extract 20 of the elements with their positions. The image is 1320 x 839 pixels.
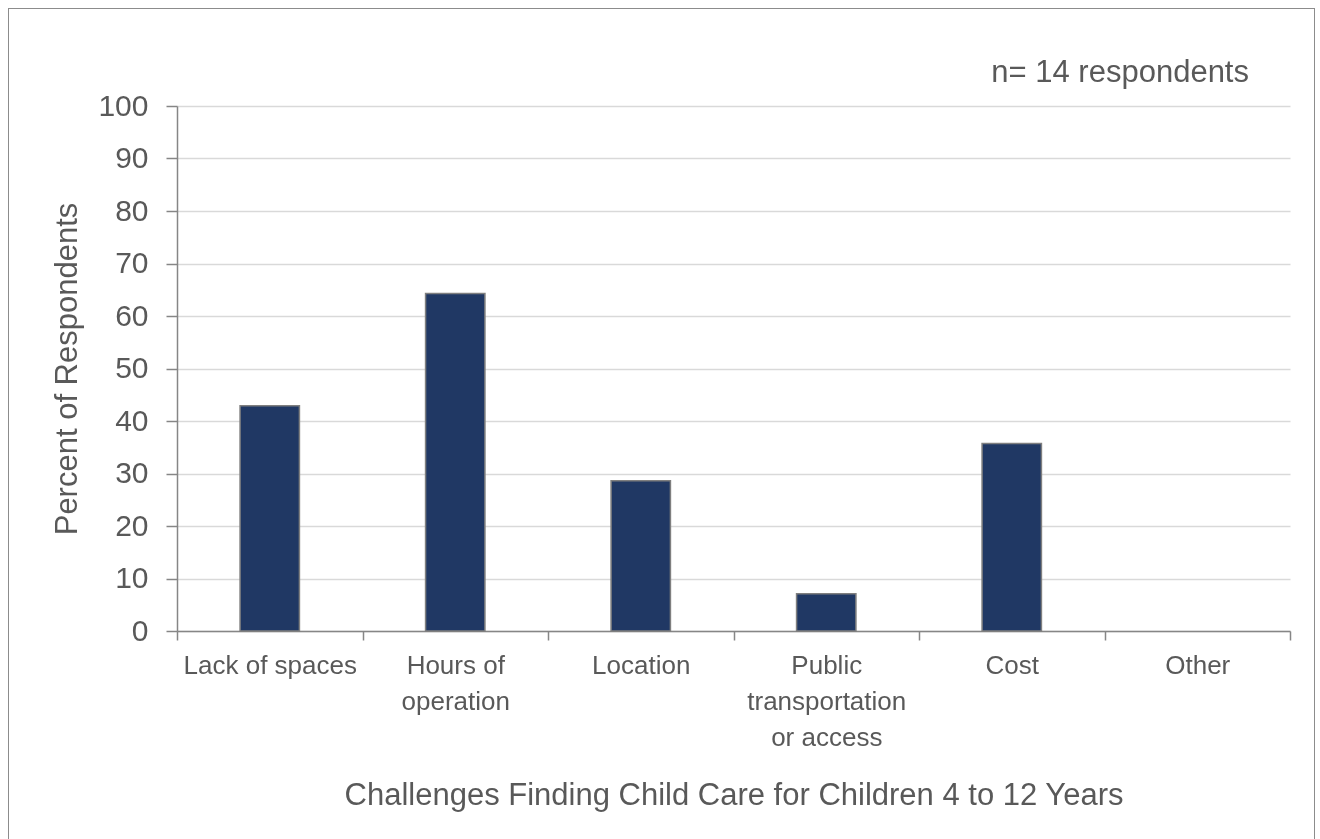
x-tick-label: Other <box>1165 649 1231 680</box>
x-tick-label: Hours of operation <box>401 649 510 716</box>
y-tick-label: 20 <box>115 508 149 542</box>
y-tick-label: 0 <box>131 613 149 647</box>
y-tick-label: 90 <box>115 141 149 174</box>
y-tick-label: 30 <box>115 456 149 489</box>
y-tick-label: 10 <box>115 561 149 594</box>
y-tick-label: 40 <box>115 403 149 437</box>
x-axis-title: Challenges Finding Child Care for Children 4 to 12 Years <box>344 776 1124 812</box>
x-tick-label: Lack of spaces <box>183 649 357 680</box>
y-tick-label: 50 <box>115 351 149 384</box>
y-tick-label: 80 <box>115 193 149 227</box>
text: n= 14 respondents <box>991 54 1249 89</box>
y-tick-label: 60 <box>115 298 149 332</box>
x-tick-label: Location <box>592 649 691 680</box>
x-tick-label: Cost <box>985 649 1040 680</box>
y-axis-title: Percent of Respondents <box>49 202 85 536</box>
x-tick-label: Public transportation or access <box>747 649 907 752</box>
y-tick-label: 70 <box>115 246 149 279</box>
y-tick-label: 100 <box>98 88 149 122</box>
